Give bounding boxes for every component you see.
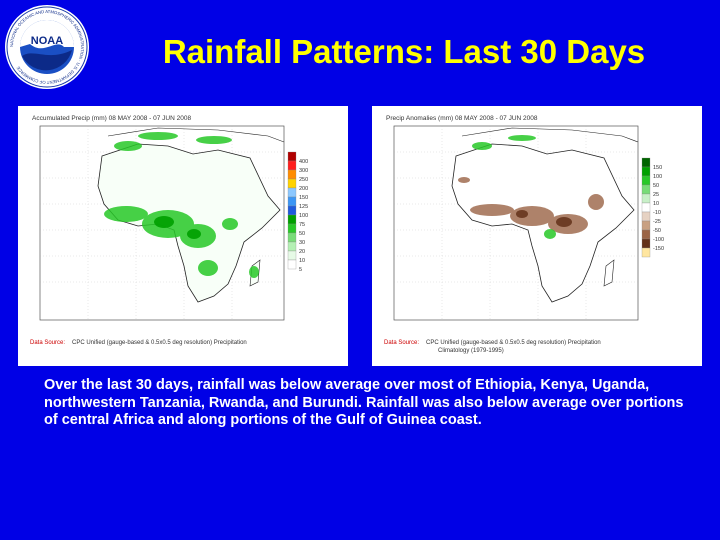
legend-label: 400 <box>299 159 308 165</box>
legend-swatch <box>641 211 651 222</box>
legend-swatch <box>641 247 651 258</box>
europe-outline <box>107 127 285 143</box>
legend-label: 100 <box>299 213 308 219</box>
legend-swatch <box>641 175 651 186</box>
legend-swatch <box>287 187 297 198</box>
legend-label: 125 <box>299 204 308 210</box>
legend-label: 10 <box>653 201 659 207</box>
legend-label: 150 <box>653 165 662 171</box>
legend-label: 30 <box>299 240 305 246</box>
precip-legend: 400 300 250 200 150 125 100 75 50 30 20 10 5 <box>287 151 308 273</box>
legend-label: 25 <box>653 192 659 198</box>
madagascar-outline <box>603 259 615 287</box>
legend-swatch <box>287 205 297 216</box>
description-text: Over the last 30 days, rainfall was belo… <box>44 377 684 428</box>
noaa-letters: NOAA <box>31 35 63 47</box>
accumulated-precip-map: Accumulated Precip (mm) 08 MAY 2008 - 07… <box>18 106 348 366</box>
legend-swatch <box>287 250 297 261</box>
noaa-logo: NOAA NATIONAL OCEANIC AND ATMOSPHERIC AD… <box>4 4 90 90</box>
legend-label: 5 <box>299 267 302 273</box>
legend-label: 300 <box>299 168 308 174</box>
data-source-text: CPC Unified (gauge-based & 0.5x0.5 deg r… <box>72 340 247 346</box>
legend-swatch <box>641 220 651 231</box>
legend-label: -150 <box>653 246 664 252</box>
legend-swatch <box>287 160 297 171</box>
legend-swatch <box>641 184 651 195</box>
map-header: Precip Anomalies (mm) 08 MAY 2008 - 07 J… <box>386 115 538 122</box>
legend-swatch <box>287 259 297 270</box>
legend-label: -25 <box>653 219 661 225</box>
legend-swatch <box>287 232 297 243</box>
map-header: Accumulated Precip (mm) 08 MAY 2008 - 07… <box>32 115 191 122</box>
legend-swatch <box>641 157 651 168</box>
legend-swatch <box>641 238 651 249</box>
legend-swatch <box>287 169 297 180</box>
anomaly-legend: 150 100 50 25 10 -10 -25 -50 -100 -150 <box>641 157 664 258</box>
legend-swatch <box>641 193 651 204</box>
data-source-text: CPC Unified (gauge-based & 0.5x0.5 deg r… <box>426 340 601 346</box>
page-title: Rainfall Patterns: Last 30 Days <box>162 33 646 70</box>
legend-swatch <box>641 229 651 240</box>
legend-swatch <box>641 166 651 177</box>
legend-label: 10 <box>299 258 305 264</box>
legend-label: -50 <box>653 228 661 234</box>
legend-swatch <box>287 151 297 162</box>
legend-label: 50 <box>299 231 305 237</box>
legend-swatch <box>287 241 297 252</box>
climatology-text: Climatology (1979-1995) <box>438 348 504 354</box>
legend-swatch <box>641 202 651 213</box>
legend-label: -10 <box>653 210 661 216</box>
legend-label: 200 <box>299 186 308 192</box>
precip-anomalies-map: Precip Anomalies (mm) 08 MAY 2008 - 07 J… <box>372 106 702 366</box>
data-source-label: Data Source: <box>30 340 65 346</box>
noaa-logo-icon: NOAA NATIONAL OCEANIC AND ATMOSPHERIC AD… <box>5 5 89 89</box>
data-source-label: Data Source: <box>384 340 419 346</box>
legend-label: 50 <box>653 183 659 189</box>
legend-label: 20 <box>299 249 305 255</box>
legend-label: 250 <box>299 177 308 183</box>
legend-swatch <box>287 196 297 207</box>
legend-label: 150 <box>299 195 308 201</box>
legend-label: -100 <box>653 237 664 243</box>
europe-outline <box>461 127 639 143</box>
legend-swatch <box>287 223 297 234</box>
legend-swatch <box>287 178 297 189</box>
legend-label: 100 <box>653 174 662 180</box>
legend-label: 75 <box>299 222 305 228</box>
legend-swatch <box>287 214 297 225</box>
